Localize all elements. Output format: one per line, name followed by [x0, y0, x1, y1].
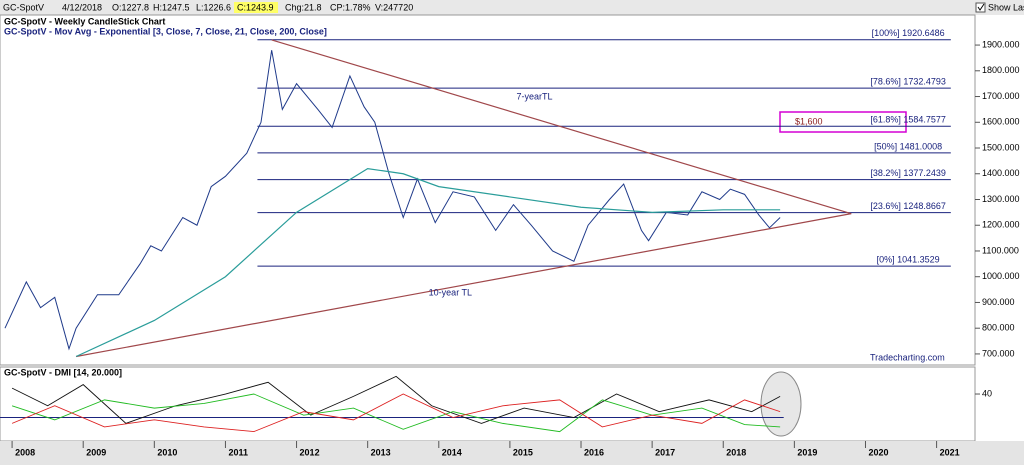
y-tick-label: 700.000: [982, 348, 1015, 358]
trendline: [271, 39, 852, 215]
x-tick-label: 2018: [726, 447, 746, 457]
x-tick-label: 2013: [371, 447, 391, 457]
dmi-line: [11, 375, 781, 424]
x-tick-label: 2012: [300, 447, 320, 457]
y-tick-label: 1900.000: [982, 39, 1020, 49]
x-axis-band: [0, 441, 1024, 465]
x-tick-label: 2019: [797, 447, 817, 457]
annotation: $1,600: [795, 116, 823, 126]
fib-label: [38.2%] 1377.2439: [870, 168, 946, 178]
x-tick-label: 2017: [655, 447, 675, 457]
y-tick-label: 1700.000: [982, 91, 1020, 101]
open: O:1227.8: [112, 2, 149, 12]
trendline: [75, 213, 852, 358]
y-tick-label: 1100.000: [982, 245, 1019, 255]
volume: V:247720: [375, 2, 413, 12]
x-tick-label: 2015: [513, 447, 533, 457]
fib-label: [0%] 1041.3529: [877, 254, 940, 264]
y-tick-label: 1500.000: [982, 142, 1020, 152]
dmi-line: [11, 393, 781, 433]
close-highlight: [234, 2, 278, 13]
show-last[interactable]: Show Last: [988, 2, 1024, 12]
symbol: GC-SpotV: [3, 2, 44, 12]
x-tick-label: 2014: [442, 447, 462, 457]
check: [977, 3, 985, 11]
x-tick-label: 2011: [228, 447, 248, 457]
trendline-label: 7-yearTL: [516, 91, 552, 101]
dmi-panel: [0, 366, 976, 442]
date: 4/12/2018: [62, 2, 102, 12]
watermark: Tradecharting.com: [870, 352, 945, 362]
y-tick-label: 1400.000: [982, 168, 1020, 178]
highlight-circle: [760, 371, 802, 437]
x-tick-label: 2008: [15, 447, 35, 457]
fib-label: [23.6%] 1248.8667: [870, 201, 946, 211]
trendline-label: 10-year TL: [429, 287, 472, 297]
y-tick-label: 1000.000: [982, 271, 1020, 281]
y-tick-label: 1800.000: [982, 65, 1020, 75]
x-tick-label: 2021: [940, 447, 960, 457]
high: H:1247.5: [153, 2, 190, 12]
fib-label: [61.8%] 1584.7577: [870, 115, 946, 125]
checkbox[interactable]: [975, 2, 986, 13]
dmi-title: GC-SpotV - DMI [14, 20.000]: [4, 367, 122, 377]
y-tick-label: 1200.000: [982, 220, 1020, 230]
change-pct: CP:1.78%: [330, 2, 371, 12]
fib-label: [50%] 1481.0008: [874, 141, 942, 151]
close: C:1243.9: [237, 2, 274, 12]
y-tick-label: 1300.000: [982, 194, 1020, 204]
x-tick-label: 2016: [584, 447, 604, 457]
y-tick-label: 1600.000: [982, 117, 1020, 127]
fib-label: [78.6%] 1732.4793: [870, 77, 946, 87]
ma-legend: GC-SpotV - Mov Avg - Exponential [3, Clo…: [4, 26, 327, 36]
price-line: [75, 167, 781, 358]
chart-title: GC-SpotV - Weekly CandleStick Chart: [4, 16, 165, 26]
y-tick-label: 40: [982, 388, 992, 398]
low: L:1226.6: [196, 2, 231, 12]
y-tick-label: 900.000: [982, 297, 1015, 307]
price-panel: [0, 14, 976, 366]
fib-label: [100%] 1920.6486: [872, 28, 945, 38]
y-tick-label: 800.000: [982, 323, 1015, 333]
x-tick-label: 2010: [157, 447, 177, 457]
change: Chg:21.8: [285, 2, 322, 12]
price-line: [4, 50, 781, 351]
x-tick-label: 2020: [868, 447, 888, 457]
dmi-line: [11, 393, 781, 433]
annotation-box: [779, 111, 907, 133]
x-tick-label: 2009: [86, 447, 106, 457]
